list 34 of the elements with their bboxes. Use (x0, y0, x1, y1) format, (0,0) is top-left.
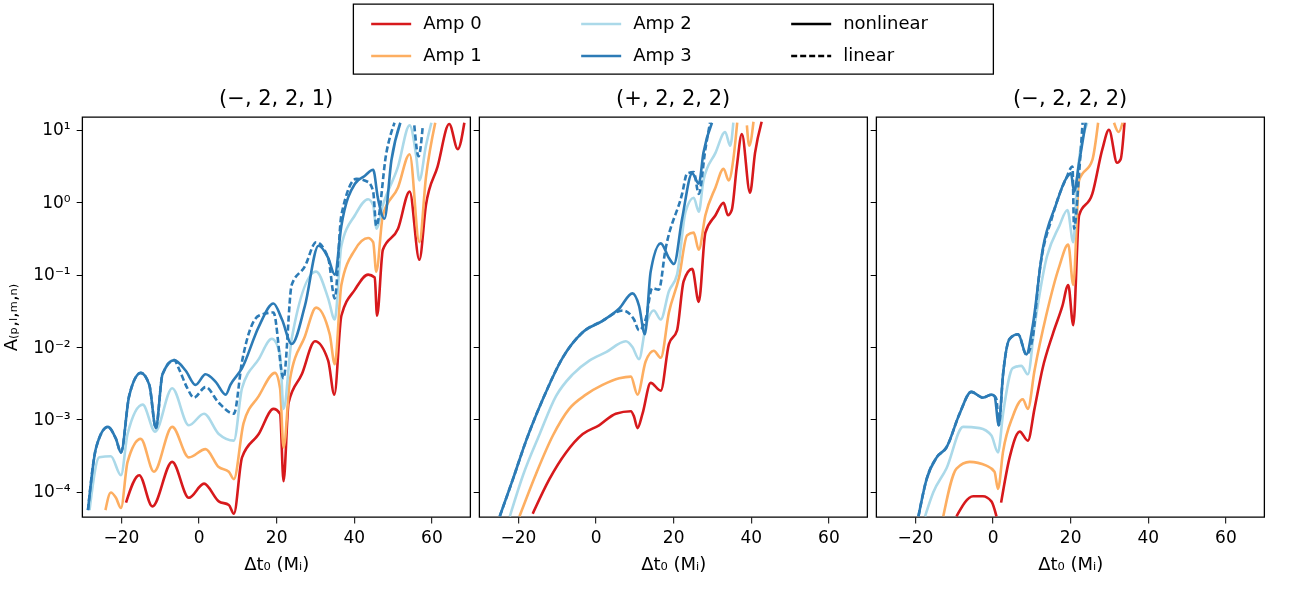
x-tick-label: 20 (662, 526, 685, 547)
x-tick-label: 60 (818, 526, 840, 547)
y-tick-label: 10¹ (42, 119, 71, 140)
x-tick-label: 60 (421, 526, 443, 547)
x-tick-label: 0 (987, 526, 999, 547)
legend-label: nonlinear (843, 12, 929, 33)
x-axis-title: Δt₀ (Mᵢ) (641, 552, 707, 574)
y-tick-label: 10⁻¹ (33, 264, 71, 285)
chart-title: (+, 2, 2, 2) (616, 86, 731, 110)
legend-label: linear (843, 44, 895, 65)
x-tick-label: 20 (265, 526, 288, 547)
y-tick-label: 10⁻³ (33, 408, 71, 429)
x-tick-label: 40 (343, 526, 366, 547)
y-tick-label: 10⁻² (33, 336, 71, 357)
chart-title: (−, 2, 2, 2) (1013, 86, 1128, 110)
x-tick-label: 20 (1059, 526, 1082, 547)
y-tick-label: 10⁻⁴ (33, 481, 71, 502)
y-axis-title: A₍ₚ,ₗ,ₘ,ₙ₎ (0, 283, 22, 352)
x-tick-label: −20 (897, 526, 934, 547)
x-axis-title: Δt₀ (Mᵢ) (1038, 552, 1104, 574)
x-tick-label: 40 (1137, 526, 1160, 547)
x-axis-title: Δt₀ (Mᵢ) (244, 552, 310, 574)
legend-label: Amp 3 (633, 44, 692, 65)
legend-label: Amp 0 (423, 12, 482, 33)
x-tick-label: 0 (590, 526, 602, 547)
x-tick-label: 0 (193, 526, 205, 547)
x-tick-label: 60 (1215, 526, 1237, 547)
x-tick-label: 40 (740, 526, 763, 547)
x-tick-label: −20 (500, 526, 537, 547)
legend-label: Amp 2 (633, 12, 692, 33)
y-tick-label: 10⁰ (42, 191, 71, 212)
x-tick-label: −20 (103, 526, 140, 547)
legend-label: Amp 1 (423, 44, 482, 65)
chart-title: (−, 2, 2, 1) (219, 86, 334, 110)
